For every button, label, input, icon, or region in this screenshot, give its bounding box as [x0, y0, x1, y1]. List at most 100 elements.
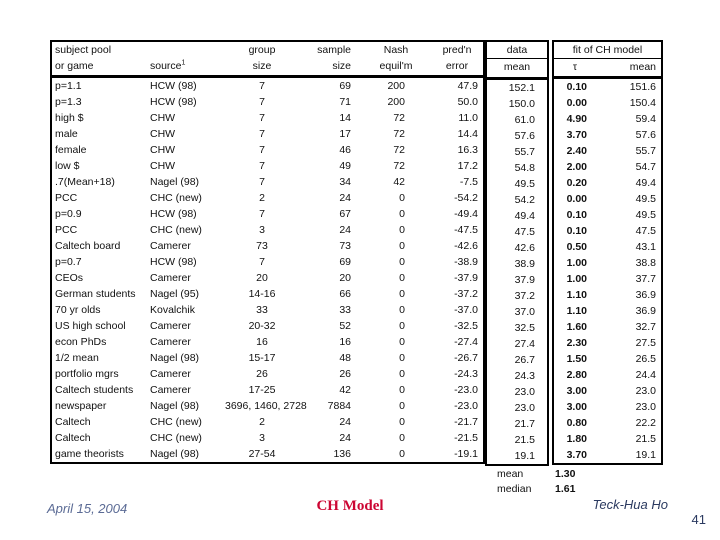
data-mean-cell: 57.6 [514, 130, 535, 142]
source-cell: Nagel (95) [150, 288, 200, 300]
sample-size-cell: 42 [339, 384, 351, 396]
data-mean-cell: 24.3 [514, 370, 535, 382]
ch-mean-cell: 19.1 [635, 449, 656, 461]
nash-equilibrium-cell: 0 [399, 368, 405, 380]
group-size-cell: 27-54 [248, 448, 276, 460]
tau-cell: 1.10 [566, 289, 587, 301]
group-size-cell: 20 [256, 272, 268, 284]
data-mean-cell: 54.8 [514, 162, 535, 174]
sample-size-cell: 34 [339, 176, 351, 188]
data-mean-body: 152.1 150.0 61.0 57.6 55.7 54.8 49.5 54.2 49.4 47… [487, 80, 547, 464]
group-size-cell: 7 [259, 96, 265, 108]
sample-size-cell: 14 [339, 112, 351, 124]
prediction-error-cell: -24.3 [454, 368, 478, 380]
data-mean-cell: 32.5 [514, 322, 535, 334]
ch-mean-cell: 36.9 [635, 289, 656, 301]
group-size-cell: 17-25 [248, 384, 276, 396]
ch-mean-cell: 36.9 [635, 305, 656, 317]
group-size-cell: 7 [259, 128, 265, 140]
subject-pool-cell: low $ [55, 160, 80, 172]
data-mean-cell: 37.2 [514, 290, 535, 302]
slide-title: CH Model [316, 498, 384, 514]
tau-cell: 0.10 [566, 225, 587, 237]
source-cell: HCW (98) [150, 96, 197, 108]
ch-mean-cell: 27.5 [635, 337, 656, 349]
sample-size-cell: 69 [339, 80, 351, 92]
nash-equilibrium-header-line2: equil'm [379, 60, 413, 72]
nash-equilibrium-cell: 0 [399, 224, 405, 236]
prediction-error-cell: -21.7 [454, 416, 478, 428]
data-mean-cell: 150.0 [508, 98, 535, 110]
nash-equilibrium-cell: 0 [399, 272, 405, 284]
summary-median-row: median 1.61 [487, 482, 575, 497]
ch-mean-cell: 38.8 [635, 257, 656, 269]
subject-pool-cell: Caltech [55, 416, 91, 428]
source-footnote-marker: 1 [181, 59, 186, 67]
nash-equilibrium-cell: 0 [399, 416, 405, 428]
nash-equilibrium-cell: 200 [387, 96, 405, 108]
subject-pool-cell: PCC [55, 224, 78, 236]
prediction-error-header-line2: error [445, 60, 469, 72]
nash-equilibrium-cell: 0 [399, 256, 405, 268]
ch-mean-cell: 32.7 [635, 321, 656, 333]
prediction-error-cell: -37.0 [454, 304, 478, 316]
tau-cell: 0.20 [566, 177, 587, 189]
ch-model-fit-box: fit of CH model τ mean 0.10 151.6 0.00 150.… [552, 40, 663, 465]
subject-pool-cell: portfolio mgrs [55, 368, 119, 380]
group-size-cell: 2 [259, 416, 265, 428]
group-size-cell: 3696, 1460, 2728 [225, 400, 307, 412]
subject-pool-cell: female [55, 144, 87, 156]
data-mean-cell: 47.5 [514, 226, 535, 238]
prediction-error-cell: -32.5 [454, 320, 478, 332]
prediction-error-cell: -37.9 [454, 272, 478, 284]
subject-pool-cell: 1/2 mean [55, 352, 99, 364]
sample-size-cell: 20 [339, 272, 351, 284]
sample-size-cell: 69 [339, 256, 351, 268]
mean-value: 1.30 [555, 468, 576, 480]
nash-equilibrium-cell: 0 [399, 352, 405, 364]
ch-mean-cell: 47.5 [635, 225, 656, 237]
sample-size-cell: 24 [339, 224, 351, 236]
prediction-error-cell: -19.1 [454, 448, 478, 460]
tau-cell: 1.50 [566, 353, 587, 365]
group-size-cell: 3 [259, 432, 265, 444]
nash-equilibrium-cell: 0 [399, 192, 405, 204]
source-cell: Camerer [150, 272, 191, 284]
group-size-cell: 7 [259, 80, 265, 92]
sample-size-cell: 136 [333, 448, 351, 460]
subject-pool-cell: Caltech board [55, 240, 121, 252]
data-header-label: data [487, 42, 547, 59]
subject-pool-cell: German students [55, 288, 136, 300]
sample-size-cell: 66 [339, 288, 351, 300]
tau-cell: 2.00 [566, 161, 587, 173]
tau-cell: 1.10 [566, 305, 587, 317]
source-cell: Camerer [150, 240, 191, 252]
source-cell: HCW (98) [150, 80, 197, 92]
source-cell: Nagel (98) [150, 176, 200, 188]
group-size-cell: 7 [259, 144, 265, 156]
nash-equilibrium-cell: 0 [399, 320, 405, 332]
group-size-cell: 3 [259, 224, 265, 236]
group-size-cell: 2 [259, 192, 265, 204]
ch-mean-cell: 59.4 [635, 113, 656, 125]
data-mean-cell: 23.0 [514, 386, 535, 398]
ch-mean-cell: 37.7 [635, 273, 656, 285]
nash-equilibrium-cell: 0 [399, 432, 405, 444]
ch-mean-cell: 23.0 [635, 401, 656, 413]
sample-size-cell: 46 [339, 144, 351, 156]
source-cell: Nagel (98) [150, 448, 200, 460]
ch-mean-cell: 54.7 [635, 161, 656, 173]
subject-pool-cell: p=1.1 [55, 80, 82, 92]
ch-mean-cell: 22.2 [635, 417, 656, 429]
tau-cell: 3.00 [566, 385, 587, 397]
ch-mean-cell: 151.6 [629, 81, 656, 93]
tau-cell: 3.00 [566, 401, 587, 413]
prediction-error-cell: -26.7 [454, 352, 478, 364]
prediction-error-cell: 14.4 [457, 128, 478, 140]
tau-cell: 0.50 [566, 241, 587, 253]
spacer [147, 42, 225, 58]
data-mean-cell: 27.4 [514, 338, 535, 350]
sample-size-header: sample [317, 44, 351, 56]
page-number: 41 [691, 512, 706, 527]
group-size-cell: 15-17 [248, 352, 276, 364]
